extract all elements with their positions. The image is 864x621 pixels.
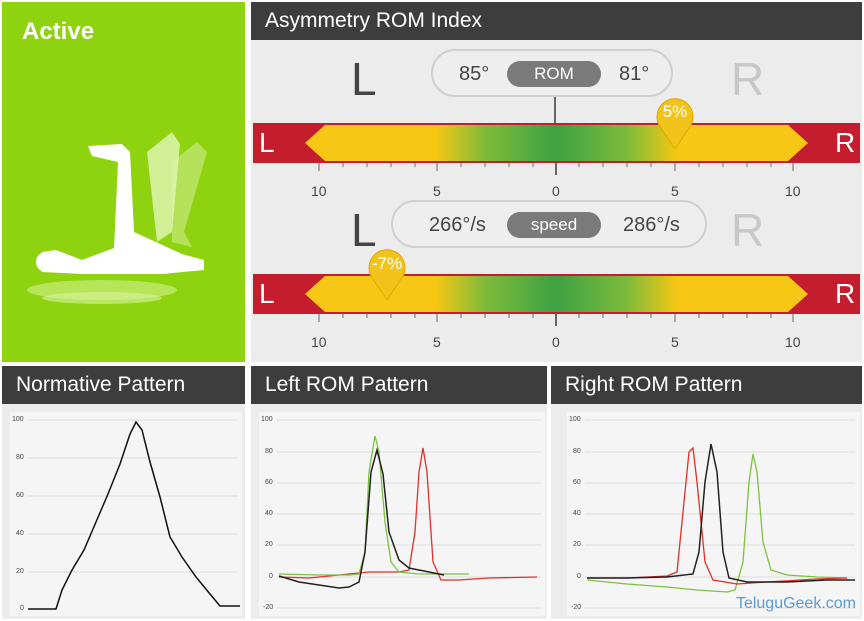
left-rom-pattern-panel: Left ROM Pattern 100 80 60 40 20 0 -20 <box>251 366 547 619</box>
speed-tag: speed <box>507 212 601 238</box>
right-rom-plot: 100 80 60 40 20 0 -20 <box>567 412 860 616</box>
rom-asymmetry-bar: L R <box>253 123 860 163</box>
left-rom-ytick-0: 0 <box>269 573 273 580</box>
left-rom-ytick-80: 80 <box>265 448 273 455</box>
normative-ytick-80: 80 <box>16 454 24 461</box>
rom-tick-label-zero: 0 <box>552 183 560 199</box>
speed-right-letter: R <box>731 204 765 256</box>
normative-ytick-20: 20 <box>16 568 24 575</box>
right-rom-black-series <box>587 443 855 583</box>
asymmetry-rom-panel: Asymmetry ROM Index L R 85° ROM 81° L <box>251 2 862 362</box>
speed-asymmetry-marker <box>368 249 406 301</box>
left-rom-ytick-60: 60 <box>265 479 273 486</box>
normative-ytick-60: 60 <box>16 492 24 499</box>
normative-header: Normative Pattern <box>2 366 245 404</box>
left-rom-plot: 100 80 60 40 20 0 -20 <box>259 412 545 616</box>
speed-right-value: 286°/s <box>623 214 680 236</box>
leg-raise-figure-icon <box>27 132 207 304</box>
speed-asymmetry-bar: L R <box>253 274 860 314</box>
normative-ytick-0: 0 <box>20 605 24 612</box>
rom-gradient-bar <box>305 125 808 161</box>
left-rom-green-series <box>278 435 469 576</box>
normative-ytick-40: 40 <box>16 530 24 537</box>
speed-bar-right-letter: R <box>835 278 856 309</box>
rom-bar-left-letter: L <box>259 127 275 158</box>
rom-right-letter: R <box>731 53 765 105</box>
left-rom-header: Left ROM Pattern <box>251 366 547 404</box>
normative-curve <box>28 419 240 610</box>
normative-pattern-panel: Normative Pattern 100 80 60 40 20 0 <box>2 366 245 619</box>
right-rom-ytick-80: 80 <box>573 448 581 455</box>
rom-right-value: 81° <box>619 63 650 85</box>
right-rom-ytick-40: 40 <box>573 510 581 517</box>
speed-gradient-bar <box>305 276 808 312</box>
right-rom-ytick-100: 100 <box>569 416 581 423</box>
rom-value-pill: 85° ROM 81° <box>431 49 673 97</box>
normative-ytick-100: 100 <box>12 416 24 423</box>
left-rom-ytick-100: 100 <box>261 416 273 423</box>
right-rom-ytick-60: 60 <box>573 479 581 486</box>
speed-marker-label: -7% <box>371 254 403 273</box>
speed-tick-label-left5: 5 <box>433 334 441 350</box>
left-rom-ytick-40: 40 <box>265 510 273 517</box>
rom-left-letter: L <box>351 53 377 105</box>
left-rom-ytick-neg20: -20 <box>263 604 274 611</box>
rom-left-value: 85° <box>459 63 490 85</box>
watermark: TeluguGeek.com <box>735 595 856 612</box>
active-panel: Active <box>2 2 245 362</box>
rom-tick-label-right10: 10 <box>785 183 801 199</box>
speed-bar-left-letter: L <box>259 278 275 309</box>
speed-tick-label-right5: 5 <box>671 334 679 350</box>
rom-asymmetry-marker <box>656 98 694 150</box>
rom-tag: ROM <box>507 61 601 87</box>
rom-tick-label-right5: 5 <box>671 183 679 199</box>
right-rom-ytick-20: 20 <box>573 541 581 548</box>
asymmetry-header: Asymmetry ROM Index <box>251 2 862 40</box>
rom-tick-scale <box>318 163 794 175</box>
left-rom-black-series <box>278 447 445 589</box>
right-rom-red-series <box>587 446 848 585</box>
right-rom-header: Right ROM Pattern <box>551 366 862 404</box>
speed-value-pill: 266°/s speed 286°/s <box>391 200 707 248</box>
rom-tick-label-left5: 5 <box>433 183 441 199</box>
normative-plot: 100 80 60 40 20 0 <box>10 412 242 616</box>
rom-pointer-line <box>554 97 556 125</box>
speed-tick-label-right10: 10 <box>785 334 801 350</box>
right-rom-green-series <box>586 453 848 593</box>
left-rom-curves <box>277 419 541 609</box>
rom-marker-label: 5% <box>662 102 688 121</box>
right-rom-ytick-0: 0 <box>577 573 581 580</box>
speed-left-letter: L <box>351 204 377 256</box>
rom-bar-right-letter: R <box>835 127 856 158</box>
speed-left-value: 266°/s <box>429 214 486 236</box>
speed-tick-label-left10: 10 <box>311 334 327 350</box>
speed-tick-scale <box>318 314 794 326</box>
active-label: Active <box>22 18 95 45</box>
right-rom-curves <box>585 419 855 609</box>
left-rom-red-series <box>278 447 538 581</box>
right-rom-pattern-panel: Right ROM Pattern 100 80 60 40 20 0 -20 <box>551 366 862 619</box>
speed-tick-label-zero: 0 <box>552 334 560 350</box>
right-rom-ytick-neg20: -20 <box>571 604 582 611</box>
rom-tick-label-left10: 10 <box>311 183 327 199</box>
left-rom-ytick-20: 20 <box>265 541 273 548</box>
